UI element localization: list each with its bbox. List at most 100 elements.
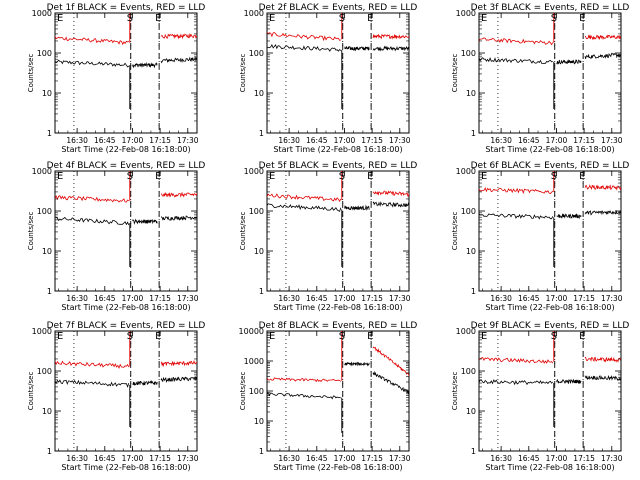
events-series-line	[160, 375, 197, 384]
interval-marker: E	[155, 331, 161, 342]
x-axis-label: Start Time (22-Feb-08 16:18:00)	[485, 303, 614, 312]
y-tick-label: 1	[259, 287, 264, 296]
interval-marker: E	[57, 13, 63, 24]
x-tick-label: 16:45	[518, 294, 540, 303]
x-tick-label: 16:30	[490, 454, 512, 463]
x-tick-label: 17:00	[546, 294, 568, 303]
x-tick-label: 16:30	[278, 454, 300, 463]
interval-marker: S	[551, 331, 557, 342]
y-axis-label: Counts/sec	[451, 372, 459, 411]
plot-traces	[479, 331, 621, 427]
events-series-line	[132, 61, 158, 69]
x-tick-label: 17:15	[149, 136, 171, 145]
y-tick-label: 10	[466, 89, 476, 98]
x-tick-label: 16:30	[278, 136, 300, 145]
plot-frame	[266, 330, 410, 452]
interval-marker: S	[551, 171, 557, 182]
plot-frame	[478, 12, 622, 134]
x-tick-label: 17:15	[361, 136, 383, 145]
plot-frame	[54, 330, 198, 452]
events-series-line	[584, 210, 621, 216]
interval-marker: S	[339, 13, 345, 24]
events-series-line	[372, 45, 409, 52]
y-tick-label: 10	[254, 247, 264, 256]
interval-marker: E	[579, 13, 585, 24]
y-tick-label: 10	[42, 89, 52, 98]
x-tick-label: 16:45	[94, 454, 116, 463]
events-series-line	[55, 59, 130, 68]
y-axis-label: Counts/sec	[27, 372, 35, 411]
y-tick-label: 10	[466, 247, 476, 256]
plot-frame	[478, 330, 622, 452]
interval-marker: E	[481, 331, 487, 342]
events-series-line	[344, 45, 370, 52]
plot-frame	[266, 170, 410, 292]
lld-series-line	[372, 33, 409, 40]
y-tick-label: 1	[471, 447, 476, 456]
events-series-line	[584, 374, 621, 381]
x-tick-label: 16:45	[518, 136, 540, 145]
x-axis-label: Start Time (22-Feb-08 16:18:00)	[273, 463, 402, 472]
x-tick-label: 17:15	[573, 294, 595, 303]
y-tick-label: 100	[461, 49, 476, 58]
x-tick-label: 17:15	[361, 294, 383, 303]
interval-marker: E	[481, 13, 487, 24]
lld-series-line	[160, 33, 197, 40]
x-tick-label: 17:30	[389, 454, 411, 463]
lld-series-line	[267, 32, 341, 42]
x-tick-label: 17:15	[573, 136, 595, 145]
interval-marker: E	[269, 171, 275, 182]
x-tick-label: 17:15	[149, 294, 171, 303]
interval-marker: S	[339, 171, 345, 182]
chart-title: Det 8f BLACK = Events, RED = LLD	[259, 321, 418, 331]
x-tick-label: 16:45	[518, 454, 540, 463]
plot-traces	[479, 171, 621, 267]
y-tick-label: 1000	[244, 9, 264, 18]
y-tick-label: 1	[471, 129, 476, 138]
events-series-line	[556, 213, 582, 220]
interval-marker: E	[57, 171, 63, 182]
plot-traces	[55, 171, 197, 267]
y-axis-label: Counts/sec	[239, 372, 247, 411]
events-series-line	[267, 44, 342, 52]
interval-marker: E	[155, 171, 161, 182]
x-tick-label: 17:00	[546, 454, 568, 463]
lld-series-line	[267, 377, 342, 383]
lld-series-line	[267, 193, 342, 203]
interval-marker: S	[339, 331, 345, 342]
events-series-line	[55, 216, 130, 226]
y-tick-label: 1000	[456, 327, 476, 336]
lld-series-line	[372, 346, 409, 377]
y-tick-label: 100	[461, 207, 476, 216]
y-axis-label: Counts/sec	[27, 212, 35, 251]
y-tick-label: 1	[47, 287, 52, 296]
events-series-line	[556, 59, 582, 65]
x-tick-label: 16:45	[94, 136, 116, 145]
events-series-line	[479, 379, 554, 386]
x-tick-label: 16:45	[306, 454, 328, 463]
interval-marker: S	[551, 13, 557, 24]
lld-series-line	[479, 37, 554, 46]
events-series-line	[344, 361, 370, 367]
y-tick-label: 100	[249, 207, 264, 216]
plot-traces	[267, 331, 409, 433]
x-tick-label: 17:30	[601, 454, 623, 463]
x-tick-label: 16:30	[490, 136, 512, 145]
y-tick-label: 1	[259, 129, 264, 138]
chart-title: Det 4f BLACK = Events, RED = LLD	[47, 161, 206, 171]
plot-traces	[55, 331, 197, 427]
y-tick-label: 1000	[456, 167, 476, 176]
plot-traces	[479, 13, 621, 109]
y-tick-label: 1	[47, 129, 52, 138]
y-tick-label: 1	[47, 447, 52, 456]
y-tick-label: 1000	[32, 167, 52, 176]
y-axis-label: Counts/sec	[451, 212, 459, 251]
y-tick-label: 10	[42, 407, 52, 416]
chart-title: Det 2f BLACK = Events, RED = LLD	[259, 3, 418, 13]
chart-title: Det 7f BLACK = Events, RED = LLD	[47, 321, 206, 331]
